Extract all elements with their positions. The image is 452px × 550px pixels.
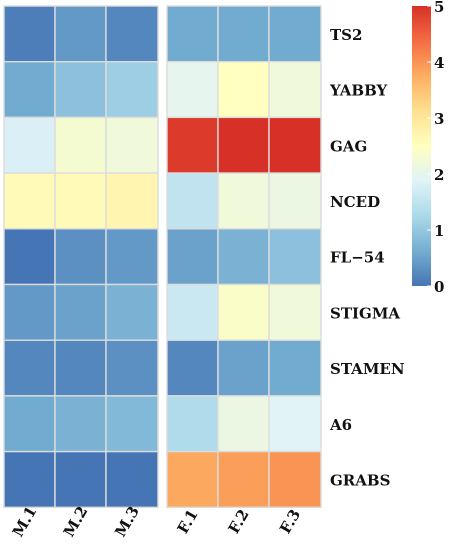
heatmap-cell-STIGMA-F.2 xyxy=(217,283,270,341)
heatmap-cell-GAG-F.1 xyxy=(166,116,219,174)
heatmap-cell-GAG-M.2 xyxy=(54,116,107,174)
heatmap-cell-NCED-F.3 xyxy=(268,172,322,230)
heatmap-cell-FL−54-F.3 xyxy=(268,228,322,286)
heatmap-cell-YABBY-M.1 xyxy=(3,61,56,119)
heatmap-cells xyxy=(3,5,322,509)
row-label: YABBY xyxy=(329,82,387,100)
heatmap-cell-TS2-F.2 xyxy=(217,5,270,63)
heatmap-cell-STAMEN-F.1 xyxy=(166,339,219,397)
row-label: STIGMA xyxy=(330,304,400,322)
heatmap-cell-FL−54-F.2 xyxy=(217,228,270,286)
heatmap-cell-FL−54-M.2 xyxy=(54,228,107,286)
heatmap-cell-YABBY-M.2 xyxy=(54,61,107,119)
heatmap-cell-STAMEN-M.1 xyxy=(3,339,56,397)
heatmap-cell-FL−54-M.1 xyxy=(3,228,56,286)
heatmap-cell-STAMEN-F.3 xyxy=(268,339,322,397)
column-label: M.2 xyxy=(60,503,92,540)
colorbar-tick-label: 5 xyxy=(434,0,444,16)
colorbar-gradient xyxy=(412,6,431,286)
heatmap-cell-GRABS-F.3 xyxy=(268,450,322,509)
heatmap-cell-STAMEN-M.3 xyxy=(105,339,159,397)
heatmap-cell-TS2-F.1 xyxy=(166,5,219,63)
row-label: STAMEN xyxy=(330,360,405,378)
row-label: GRABS xyxy=(330,471,390,489)
heatmap-cell-FL−54-M.3 xyxy=(105,228,159,286)
colorbar-tick-label: 4 xyxy=(434,54,444,72)
heatmap-cell-GAG-M.1 xyxy=(3,116,56,174)
row-label: GAG xyxy=(330,137,367,155)
heatmap-cell-NCED-M.3 xyxy=(105,172,159,230)
heatmap-cell-GAG-F.3 xyxy=(268,116,322,174)
column-labels: M.1 M.2 M.3 F.1 F.2 F.3 xyxy=(9,503,304,540)
heatmap-cell-STIGMA-M.3 xyxy=(105,283,159,341)
column-label: M.3 xyxy=(111,503,143,540)
heatmap-cell-GRABS-F.1 xyxy=(166,450,219,509)
heatmap-cell-YABBY-F.2 xyxy=(217,61,270,119)
heatmap-cell-STIGMA-F.1 xyxy=(166,283,219,341)
heatmap-cell-YABBY-F.1 xyxy=(166,61,219,119)
heatmap-cell-YABBY-F.3 xyxy=(268,61,322,119)
heatmap-cell-GRABS-M.3 xyxy=(105,450,159,509)
heatmap-cell-STIGMA-F.3 xyxy=(268,283,322,341)
heatmap-cell-A6-M.1 xyxy=(3,395,56,453)
heatmap-cell-A6-M.3 xyxy=(105,395,159,453)
row-label: A6 xyxy=(329,416,352,434)
colorbar-tick-label: 3 xyxy=(434,110,444,128)
column-label: M.1 xyxy=(9,503,41,540)
heatmap-cell-NCED-F.2 xyxy=(217,172,270,230)
heatmap-cell-STAMEN-F.2 xyxy=(217,339,270,397)
heatmap-cell-GAG-M.3 xyxy=(105,116,159,174)
heatmap-cell-A6-M.2 xyxy=(54,395,107,453)
heatmap-cell-TS2-M.2 xyxy=(54,5,107,63)
heatmap-cell-YABBY-M.3 xyxy=(105,61,159,119)
row-labels: TS2 YABBY GAG NCED FL−54 STIGMA STAMEN A6 GRABS xyxy=(329,26,405,490)
row-label: TS2 xyxy=(330,26,362,44)
colorbar-tick-label: 1 xyxy=(434,222,444,240)
heatmap-cell-A6-F.2 xyxy=(217,395,270,453)
heatmap-cell-NCED-M.1 xyxy=(3,172,56,230)
heatmap-cell-NCED-F.1 xyxy=(166,172,219,230)
heatmap-cell-TS2-F.3 xyxy=(268,5,322,63)
heatmap-cell-STIGMA-M.2 xyxy=(54,283,107,341)
colorbar: 0 1 2 3 4 5 xyxy=(412,0,444,296)
heatmap-cell-GRABS-F.2 xyxy=(217,450,270,509)
row-label: NCED xyxy=(330,193,380,211)
heatmap-cell-FL−54-F.1 xyxy=(166,228,219,286)
heatmap-cell-STAMEN-M.2 xyxy=(54,339,107,397)
heatmap-cell-NCED-M.2 xyxy=(54,172,107,230)
heatmap-cell-GAG-F.2 xyxy=(217,116,270,174)
heatmap-cell-STIGMA-M.1 xyxy=(3,283,56,341)
heatmap-cell-TS2-M.3 xyxy=(105,5,159,63)
heatmap-cell-GRABS-M.2 xyxy=(54,450,107,509)
heatmap-cell-GRABS-M.1 xyxy=(3,450,56,509)
column-label: F.3 xyxy=(276,506,304,536)
row-label: FL−54 xyxy=(330,249,385,267)
colorbar-tick-label: 2 xyxy=(434,166,444,184)
column-label: F.1 xyxy=(174,506,202,536)
heatmap-cell-A6-F.1 xyxy=(166,395,219,453)
colorbar-tick-label: 0 xyxy=(434,278,444,296)
column-label: F.2 xyxy=(225,506,253,536)
heatmap-cell-TS2-M.1 xyxy=(3,5,56,63)
heatmap-cell-A6-F.3 xyxy=(268,395,322,453)
